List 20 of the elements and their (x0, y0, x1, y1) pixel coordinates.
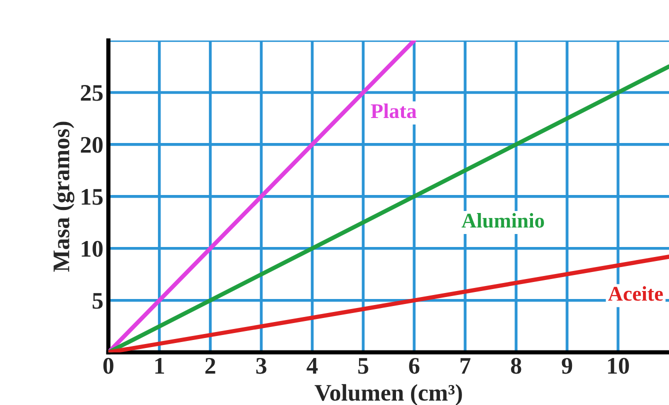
x-tick-label: 7 (460, 358, 470, 374)
x-tick-label: 4 (306, 358, 318, 374)
y-tick-label: 5 (92, 293, 103, 309)
y-axis-title: Masa (gramos) (52, 122, 74, 272)
x-tick-label: 0 (103, 358, 114, 374)
x-tick-label: 3 (256, 358, 266, 374)
x-tick-label: 8 (510, 358, 522, 374)
x-tick-label: 9 (562, 358, 572, 374)
x-tick-label: 2 (205, 358, 216, 374)
y-tick-label: 15 (82, 189, 103, 205)
x-tick-label: 1 (155, 358, 164, 374)
series-label: Aluminio (462, 213, 544, 228)
y-tick-label: 25 (80, 85, 103, 101)
x-tick-label: 10 (608, 358, 629, 374)
series-label: Plata (370, 104, 416, 118)
series-label: Aceite (608, 286, 663, 301)
y-tick-label: 20 (80, 136, 103, 153)
x-tick-label: 5 (358, 358, 368, 374)
x-tick-label: 6 (409, 358, 420, 374)
y-tick-label: 10 (82, 240, 103, 257)
